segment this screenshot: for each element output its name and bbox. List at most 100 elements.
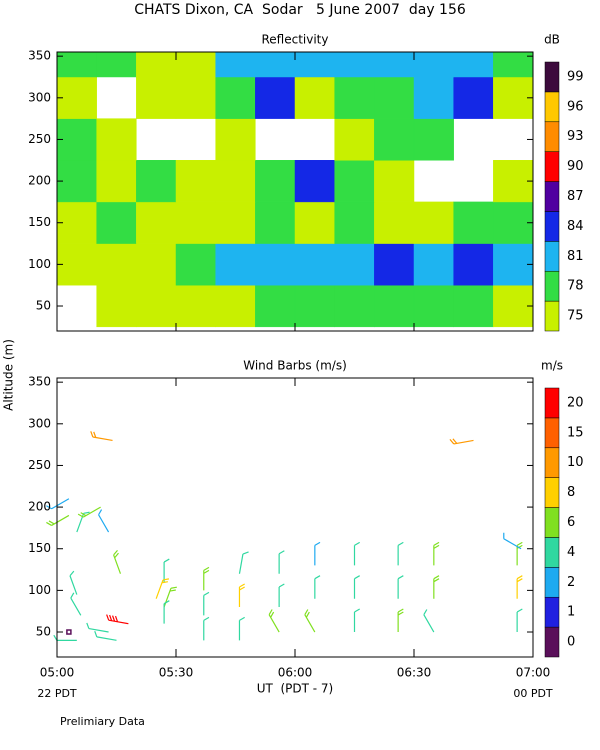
wind-barb [69, 570, 78, 595]
reflectivity-cell [493, 201, 534, 244]
reflectivity-cell [215, 243, 256, 286]
wind-barb [423, 609, 435, 633]
y-tick-label: 150 [28, 541, 51, 555]
reflectivity-cell [294, 201, 335, 244]
reflectivity-cell [453, 76, 494, 119]
wind-barb [46, 514, 70, 526]
wind-barb [106, 614, 129, 625]
y-tick-label: 200 [28, 500, 51, 514]
wind-barb [397, 541, 404, 566]
colorbar-swatch [544, 241, 560, 272]
reflectivity-cell [215, 160, 256, 203]
colorbar-label: 20 [567, 395, 584, 410]
reflectivity-cell [453, 51, 494, 78]
reflectivity-cell [374, 51, 415, 78]
wind-barb [163, 558, 170, 583]
colorbar-swatch [544, 300, 560, 332]
reflectivity-cell [413, 243, 454, 286]
reflectivity-cell [334, 243, 375, 286]
y-tick-label: 250 [28, 458, 51, 472]
wind-barb [90, 431, 113, 442]
reflectivity-cell [294, 284, 335, 328]
colorbar-swatch [544, 121, 560, 152]
colorbar-label: 81 [567, 249, 584, 264]
wind-barb [238, 616, 245, 641]
wind-barb [113, 549, 122, 574]
y-tick-label: 50 [36, 299, 51, 313]
wind-barb [203, 616, 210, 641]
colorbar-swatch [544, 567, 560, 598]
wind-barb [155, 578, 170, 599]
reflectivity-cell [175, 243, 216, 286]
colorbar-label: 75 [567, 309, 584, 324]
reflectivity-cell [334, 201, 375, 244]
reflectivity-cell [175, 160, 216, 203]
reflectivity-cell [374, 243, 415, 286]
x-tick-label: 07:00 [516, 666, 551, 680]
colorbar-label: 90 [567, 159, 584, 174]
wind-barb [433, 541, 440, 566]
reflectivity-cell [136, 160, 177, 203]
wind-barb [46, 498, 70, 510]
reflectivity-cell [453, 201, 494, 244]
reflectivity-cell [96, 284, 137, 328]
reflectivity-cell [413, 76, 454, 119]
colorbar-swatch [544, 596, 560, 628]
colorbar-swatch [544, 537, 560, 568]
wind-barb [516, 608, 523, 633]
colorbar-label: 78 [567, 279, 584, 294]
reflectivity-cell [453, 243, 494, 286]
reflectivity-cell [255, 243, 296, 286]
colorbar-label: 6 [567, 515, 575, 530]
reflectivity-cell [334, 284, 375, 328]
wind-barb [163, 586, 177, 608]
reflectivity-cell [215, 76, 256, 119]
reflectivity-cell [215, 118, 256, 161]
colorbar-label: 96 [567, 99, 584, 114]
calm-marker [66, 629, 72, 635]
colorbar-label: 1 [567, 605, 575, 620]
reflectivity-cell [96, 201, 137, 244]
reflectivity-cell [175, 201, 216, 244]
wind-barb [86, 622, 109, 633]
wind-barb [397, 608, 404, 633]
reflectivity-cell [374, 284, 415, 328]
reflectivity-cell [136, 51, 177, 78]
reflectivity-cell [493, 51, 534, 78]
x-tick-label: 05:00 [40, 666, 75, 680]
reflectivity-cell [96, 118, 137, 161]
x-tick-label: 06:00 [278, 666, 313, 680]
y-tick-label: 300 [28, 416, 51, 430]
y-tick-label: 200 [28, 174, 51, 188]
reflectivity-cell [255, 284, 296, 328]
y-tick-label: 50 [36, 625, 51, 639]
y-tick-label: 350 [28, 49, 51, 63]
reflectivity-cell [96, 51, 137, 78]
page-title: CHATS Dixon, CA Sodar 5 June 2007 day 15… [134, 2, 466, 18]
colorbar-label: 2 [567, 575, 575, 590]
reflectivity-cell [493, 160, 534, 203]
wind-barb [70, 592, 82, 616]
wind-barb [449, 438, 474, 445]
colorbar-label: 0 [567, 635, 575, 650]
wind-barb [98, 509, 110, 533]
reflectivity-cell [215, 201, 256, 244]
wind-barb [516, 541, 523, 566]
reflectivity-cell [215, 284, 256, 328]
colorbar-swatch [544, 181, 560, 212]
reflectivity-cell [175, 76, 216, 119]
colorbar-label: 99 [567, 69, 584, 84]
wind-barb [304, 609, 316, 633]
reflectivity-cell [334, 160, 375, 203]
reflectivity-cell [334, 118, 375, 161]
panel-title: Reflectivity [261, 33, 328, 47]
y-tick-label: 300 [28, 90, 51, 104]
reflectivity-cell [96, 160, 137, 203]
reflectivity-cell [294, 51, 335, 78]
wind-barb [94, 631, 117, 641]
reflectivity-cell [374, 118, 415, 161]
colorbar-swatch [544, 626, 560, 658]
reflectivity-cell [493, 243, 534, 286]
reflectivity-cell [136, 284, 177, 328]
